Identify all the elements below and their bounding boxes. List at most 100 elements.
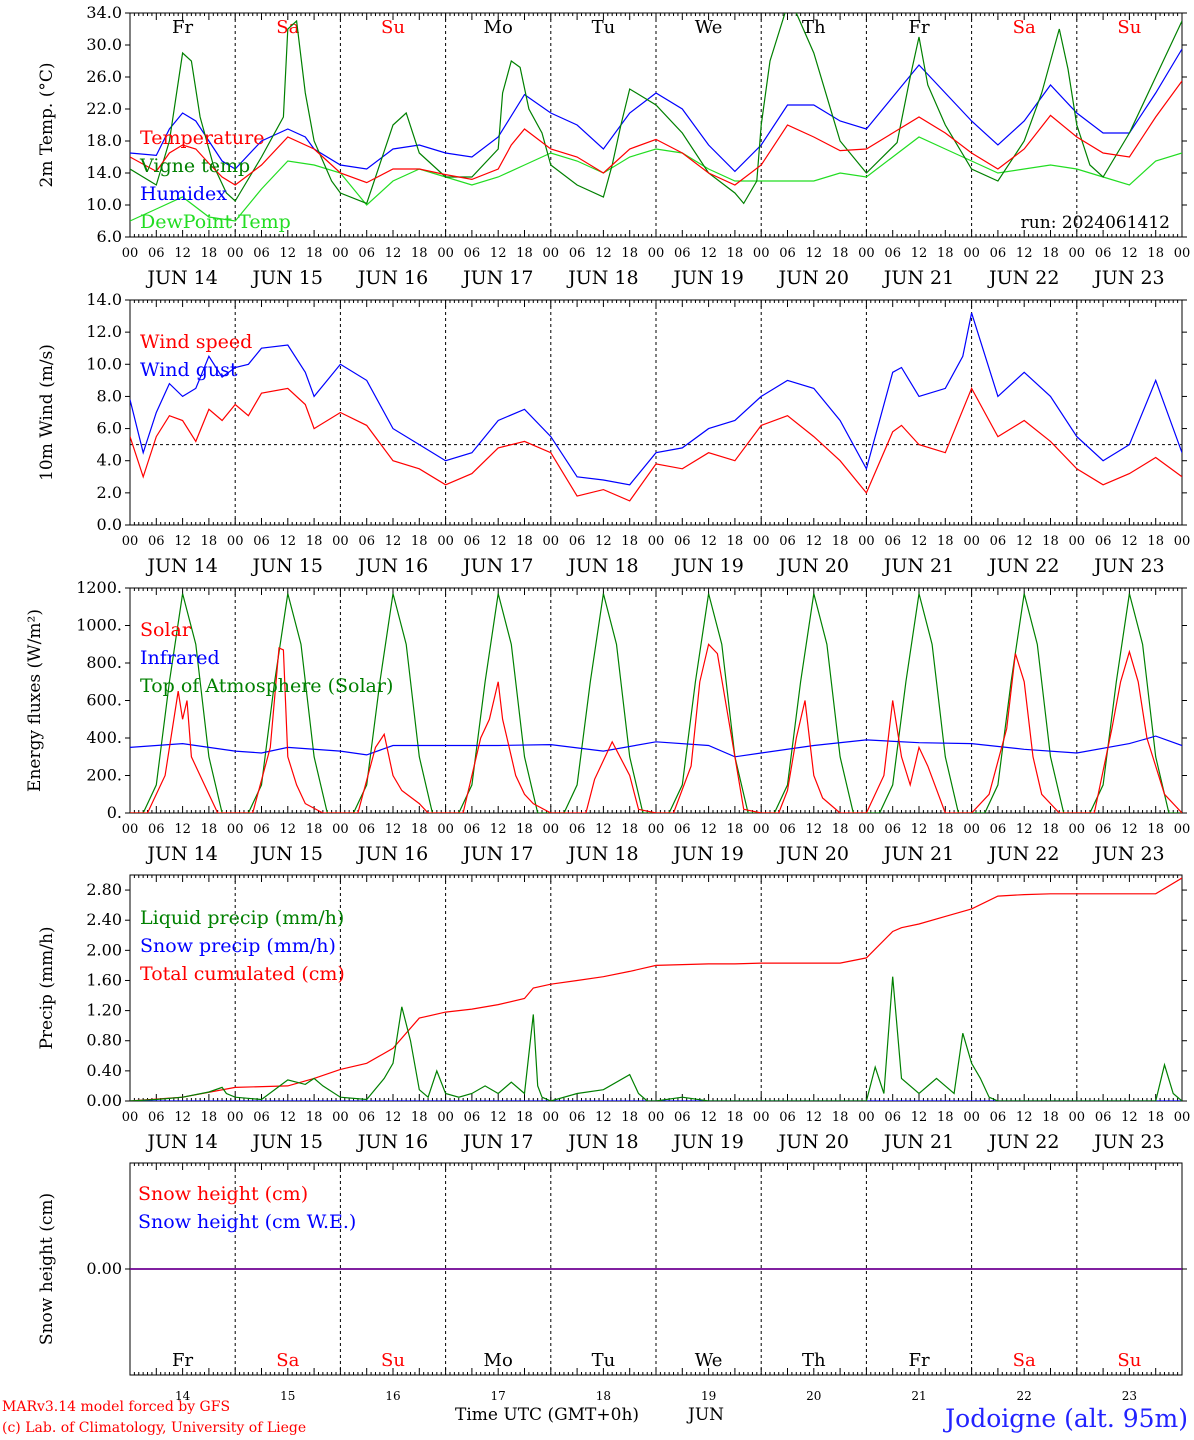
x-tick-label: 06	[674, 246, 691, 261]
x-tick-label: 18	[621, 822, 638, 837]
x-tick-label: 12	[911, 246, 928, 261]
x-tick-label: 06	[358, 246, 375, 261]
x-tick-label: 18	[937, 246, 954, 261]
y-tick-label: 26.0	[86, 67, 122, 86]
date-label: JUN 15	[251, 843, 323, 865]
date-label: JUN 23	[1092, 843, 1164, 865]
x-tick-label: 06	[990, 822, 1007, 837]
y-axis-label: Snow height (cm)	[37, 1193, 57, 1345]
x-tick-label: 06	[464, 822, 481, 837]
x-tick-label: 00	[543, 534, 560, 549]
x-tick-label: 00	[122, 246, 139, 261]
x-tick-label: 06	[990, 534, 1007, 549]
y-tick-label: 18.0	[86, 131, 122, 150]
x-tick-label: 06	[884, 822, 901, 837]
y-tick-label: 0.0	[97, 515, 122, 534]
x-tick-label: 00	[1174, 534, 1191, 549]
day-number-label: 15	[280, 1389, 295, 1403]
plot-frame	[129, 299, 1183, 526]
x-tick-label: 00	[227, 246, 244, 261]
x-tick-label: 12	[806, 534, 823, 549]
x-tick-label: 12	[280, 534, 297, 549]
x-tick-label: 18	[516, 534, 533, 549]
x-tick-label: 00	[963, 534, 980, 549]
x-tick-label: 00	[332, 1110, 349, 1125]
x-tick-label: 00	[1069, 534, 1086, 549]
x-tick-label: 06	[674, 534, 691, 549]
x-tick-label: 00	[858, 246, 875, 261]
y-tick-label: 6.0	[97, 227, 122, 246]
x-tick-label: 00	[332, 246, 349, 261]
date-label: JUN 16	[356, 555, 428, 577]
legend-entry: Temperature	[140, 127, 264, 149]
y-tick-label: 2.40	[86, 910, 122, 929]
y-tick-label: 14.0	[86, 163, 122, 182]
x-tick-label: 06	[253, 1110, 270, 1125]
x-tick-label: 00	[963, 1110, 980, 1125]
y-tick-label: 1000.	[76, 616, 122, 635]
y-tick-label: 1200.	[76, 578, 122, 597]
x-tick-label: 12	[490, 822, 507, 837]
date-label: JUN 19	[671, 843, 743, 865]
y-tick-label: 600.	[86, 691, 122, 710]
x-tick-label: 06	[148, 246, 165, 261]
x-tick-label: 00	[437, 1110, 454, 1125]
x-tick-label: 00	[753, 1110, 770, 1125]
y-tick-label: 200.	[86, 766, 122, 785]
date-label: JUN 21	[882, 555, 954, 577]
x-tick-label: 06	[674, 1110, 691, 1125]
x-tick-label: 12	[700, 534, 717, 549]
weekday-label: Tu	[592, 17, 616, 38]
date-label: JUN 14	[145, 267, 217, 289]
weekday-label: Su	[1117, 17, 1141, 38]
y-tick-label: 8.0	[97, 386, 122, 405]
date-label: JUN 17	[461, 267, 533, 289]
series-line-humidex	[130, 48, 1182, 173]
y-tick-label: 400.	[86, 728, 122, 747]
date-label: JUN 15	[251, 555, 323, 577]
date-label: JUN 14	[145, 843, 217, 865]
date-label: JUN 19	[671, 267, 743, 289]
weekday-label: Fr	[908, 1350, 929, 1371]
x-tick-label: 12	[1016, 246, 1033, 261]
x-tick-label: 12	[595, 246, 612, 261]
plot-frame	[129, 587, 1183, 814]
x-tick-label: 00	[648, 1110, 665, 1125]
x-tick-label: 18	[937, 534, 954, 549]
x-tick-label: 00	[1174, 822, 1191, 837]
x-tick-label: 18	[411, 822, 428, 837]
x-tick-label: 12	[595, 822, 612, 837]
y-tick-label: 30.0	[86, 35, 122, 54]
series-line-dewpoint-temp	[130, 136, 1182, 222]
x-tick-label: 18	[516, 1110, 533, 1125]
date-label: JUN 20	[777, 1131, 849, 1153]
x-tick-label: 18	[727, 1110, 744, 1125]
x-tick-label: 00	[543, 1110, 560, 1125]
date-label: JUN 17	[461, 555, 533, 577]
day-number-label: 17	[491, 1389, 506, 1403]
x-tick-label: 18	[727, 246, 744, 261]
date-label: JUN 14	[145, 555, 217, 577]
series-line-solar	[130, 643, 1182, 813]
y-tick-label: 2.00	[86, 940, 122, 959]
x-tick-label: 18	[1147, 246, 1164, 261]
day-number-label: 20	[806, 1389, 821, 1403]
x-tick-label: 12	[174, 822, 191, 837]
x-tick-label: 12	[490, 534, 507, 549]
y-tick-label: 6.0	[97, 419, 122, 438]
date-label: JUN 19	[671, 1131, 743, 1153]
date-label: JUN 18	[566, 267, 638, 289]
x-tick-label: 06	[884, 246, 901, 261]
x-tick-label: 00	[332, 822, 349, 837]
weekday-label: Mo	[484, 17, 513, 38]
legend-entry: Top of Atmosphere (Solar)	[140, 675, 393, 697]
lab-credit: (c) Lab. of Climatology, University of L…	[2, 1420, 307, 1436]
date-label: JUN 22	[987, 267, 1059, 289]
y-tick-label: 10.0	[86, 195, 122, 214]
weekday-label: Th	[802, 17, 826, 38]
x-tick-label: 12	[911, 822, 928, 837]
day-number-label: 19	[701, 1389, 716, 1403]
x-axis-title: Time UTC (GMT+0h)	[455, 1405, 640, 1425]
y-tick-label: 1.60	[86, 970, 122, 989]
x-tick-label: 00	[753, 246, 770, 261]
